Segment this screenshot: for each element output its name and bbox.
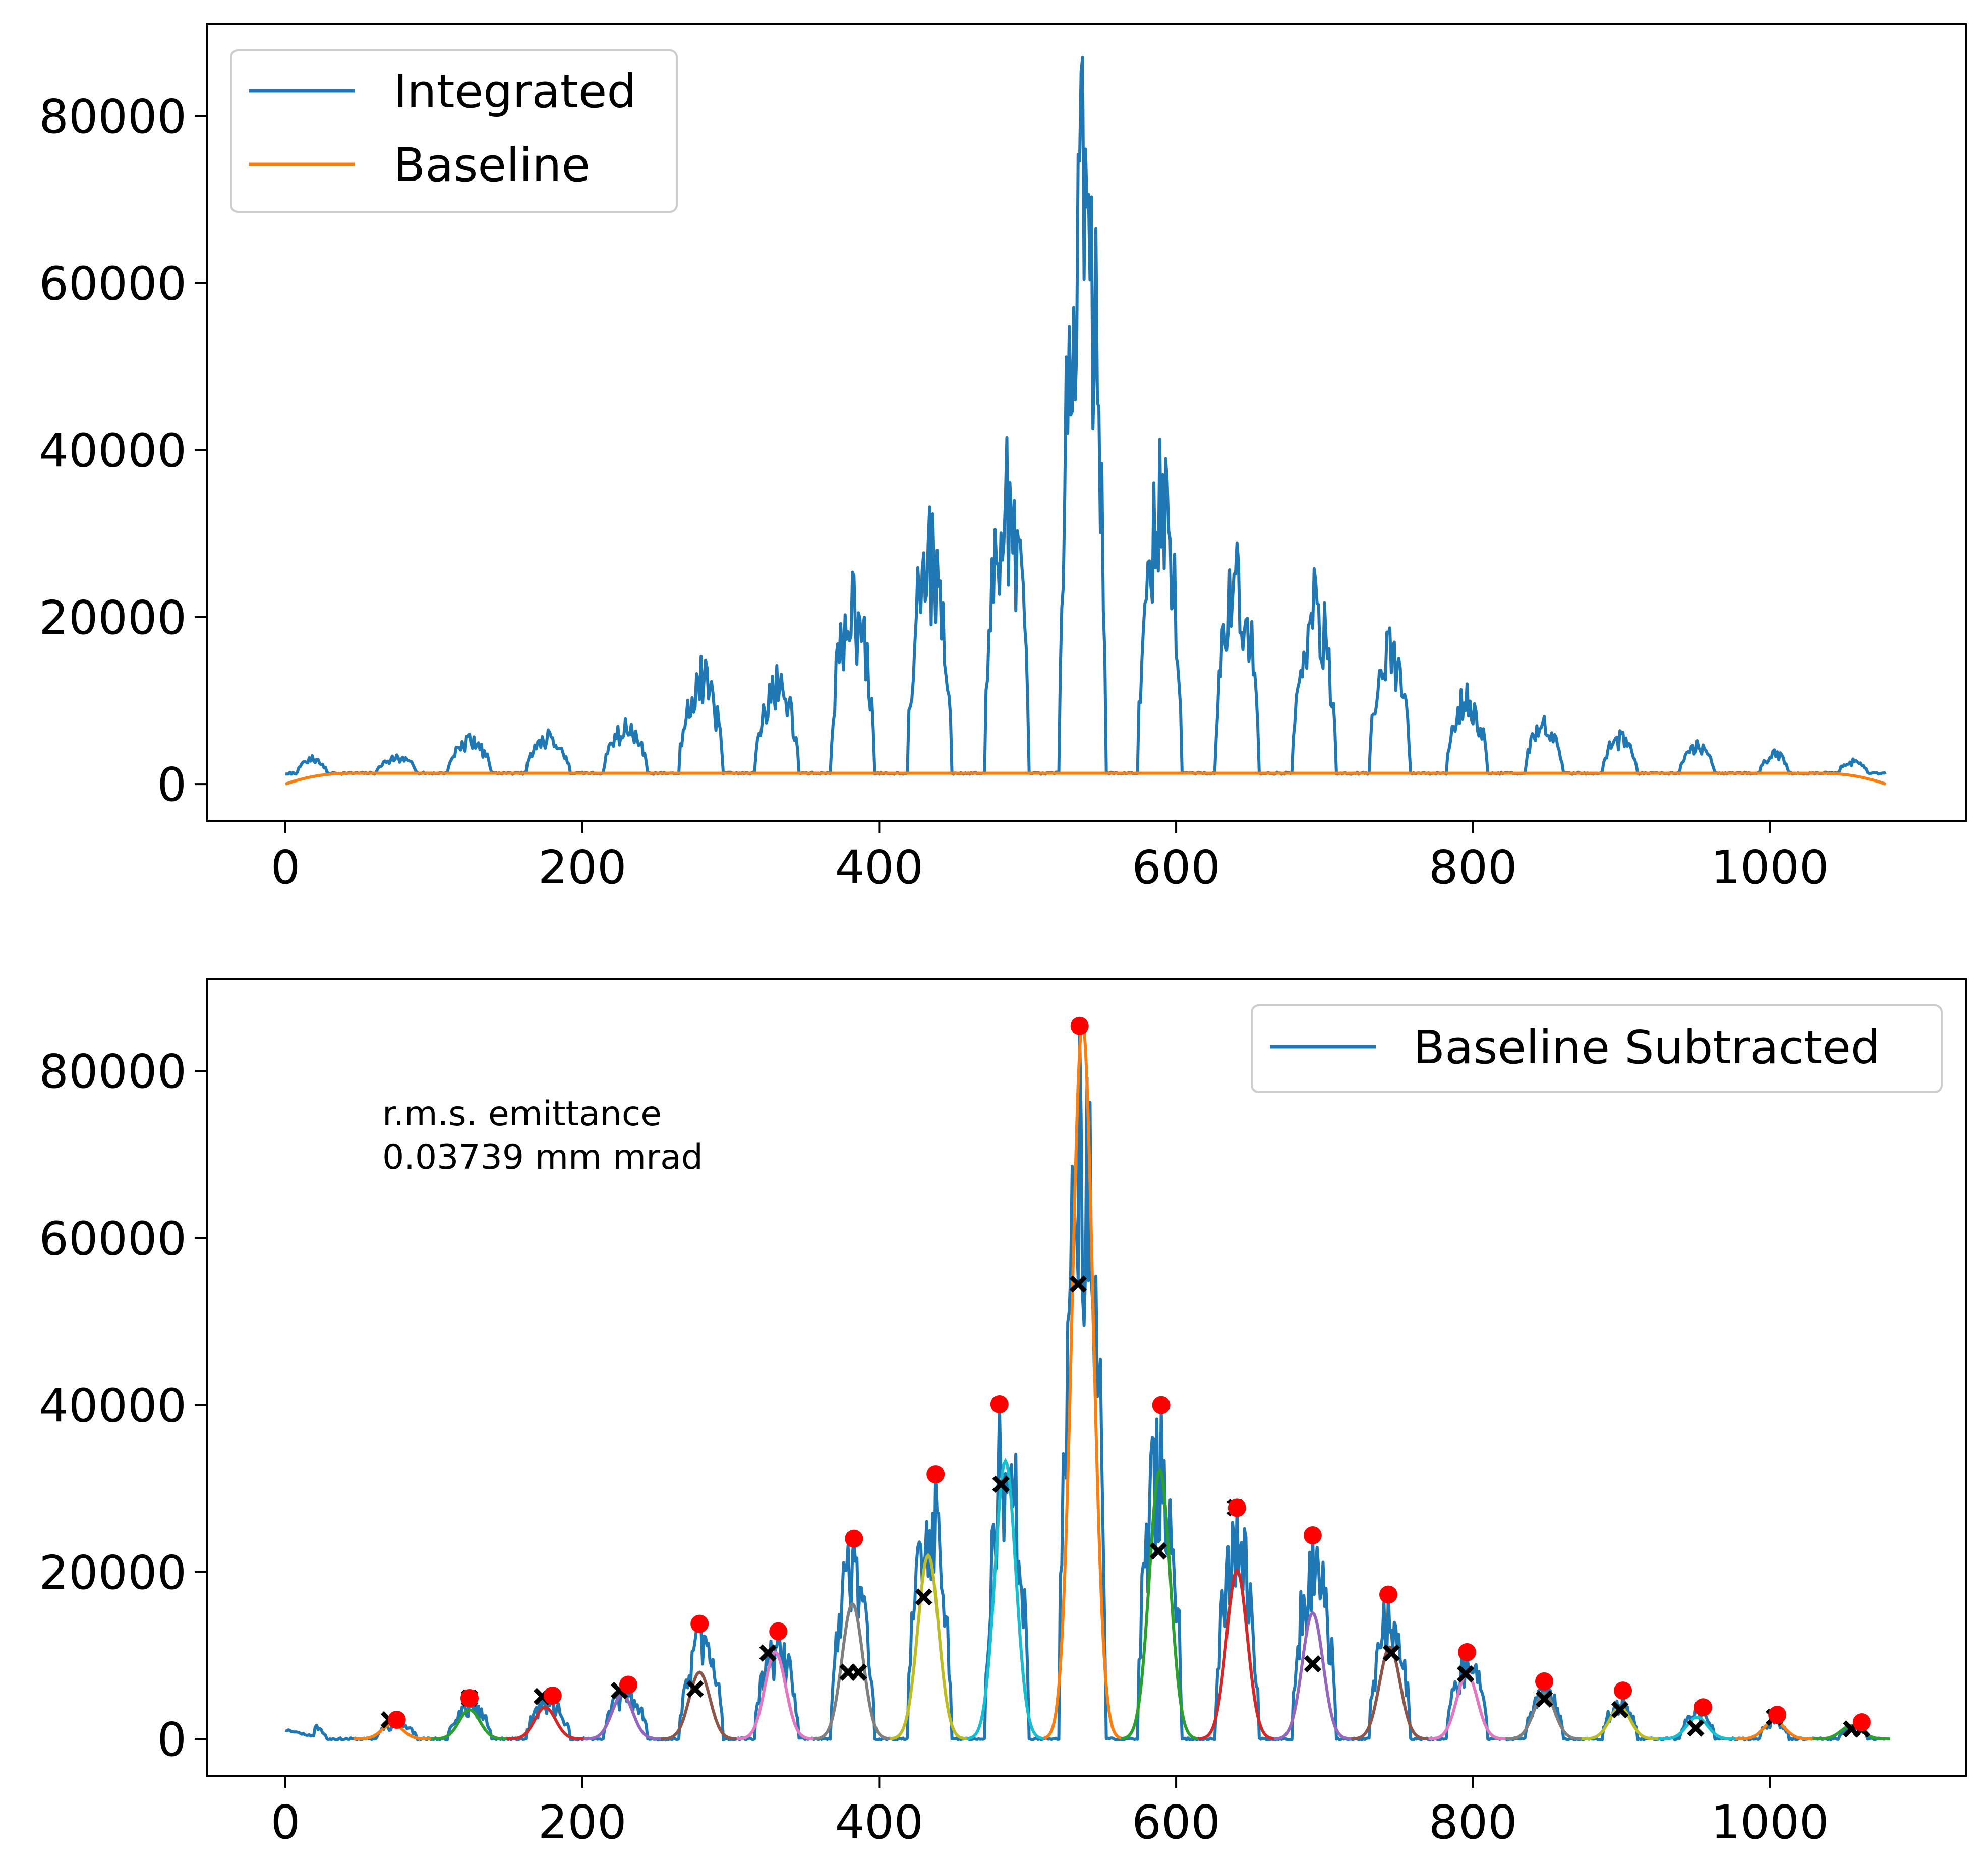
annotation-line-2: 0.03739 mm mrad	[382, 1137, 703, 1177]
valley-marker	[1149, 1542, 1167, 1560]
gaussian-fit-curve	[431, 1708, 508, 1741]
gaussian-fit-curve	[1198, 1568, 1276, 1740]
gaussian-fit-curve	[1351, 1645, 1429, 1740]
peak-marker	[619, 1675, 637, 1694]
top-axes-frame	[206, 23, 1967, 822]
gaussian-fit-curve	[736, 1650, 814, 1740]
gaussian-fit-curve	[506, 1706, 584, 1741]
peak-marker	[1535, 1672, 1554, 1691]
gaussian-fit-curve	[1812, 1724, 1890, 1741]
valley-marker	[849, 1663, 867, 1681]
top-y-tick-label: 60000	[39, 257, 187, 311]
gaussian-fit-curve	[966, 1458, 1044, 1740]
bottom-x-tick-label: 600	[1132, 1795, 1220, 1849]
top-x-tick-label: 200	[538, 840, 627, 894]
peak-marker	[845, 1529, 863, 1548]
gaussian-fit-curve	[813, 1601, 892, 1740]
bottom-y-axis: 0 20000 40000 60000 80000	[39, 1045, 207, 1767]
bottom-y-tick-label: 80000	[39, 1045, 187, 1099]
bottom-y-tick-label: 0	[157, 1713, 187, 1767]
bottom-x-tick-label: 1000	[1711, 1795, 1829, 1849]
top-plot-area	[285, 56, 1887, 786]
bottom-x-tick-label: 800	[1429, 1795, 1517, 1849]
peak-marker	[1457, 1643, 1476, 1661]
gaussian-fit-curve	[1121, 1467, 1199, 1740]
bottom-y-tick-label: 20000	[39, 1546, 187, 1600]
gaussian-fit-curve	[661, 1670, 738, 1740]
top-x-tick-label: 0	[271, 840, 301, 894]
peak-marker	[1852, 1713, 1871, 1732]
valley-marker	[1069, 1275, 1087, 1293]
bottom-y-tick-label: 40000	[39, 1379, 187, 1433]
peak-marker	[690, 1614, 709, 1633]
top-legend: Integrated Baseline	[230, 49, 678, 213]
bottom-x-tick-label: 200	[538, 1795, 627, 1849]
valley-marker	[1535, 1690, 1553, 1708]
emittance-annotation: r.m.s. emittance 0.03739 mm mrad	[382, 1094, 703, 1177]
valley-marker	[1687, 1719, 1705, 1737]
peak-marker	[1070, 1016, 1089, 1035]
peak-marker	[990, 1395, 1009, 1413]
top-y-tick-label: 20000	[39, 591, 187, 645]
top-y-tick-label: 40000	[39, 424, 187, 478]
annotation-line-1: r.m.s. emittance	[382, 1094, 662, 1134]
gaussian-fit-curve	[1274, 1611, 1352, 1740]
peak-marker	[926, 1465, 945, 1484]
bottom-legend-box	[1251, 1004, 1943, 1093]
peak-marker	[1694, 1698, 1713, 1717]
valley-marker	[1456, 1665, 1475, 1683]
top-plot-panel: 0 200 400 600 800 1000 020000400006000080000 …	[39, 23, 1967, 894]
top-x-tick-label: 600	[1132, 840, 1220, 894]
top-y-tick-label: 0	[157, 758, 187, 812]
bottom-plot-panel: 0 200 400 600 800 1000 020000400006000080000 …	[39, 978, 1967, 1849]
valley-marker	[915, 1588, 932, 1606]
legend-label-integrated: Integrated	[393, 65, 636, 118]
top-x-axis: 0 200 400 600 800 1000	[271, 821, 1829, 894]
bottom-x-tick-label: 0	[271, 1795, 301, 1849]
baseline-series-line	[285, 771, 1887, 786]
bottom-axes-frame	[206, 978, 1967, 1777]
peak-marker	[1227, 1498, 1246, 1517]
peak-marker	[1768, 1706, 1787, 1724]
valley-marker	[1611, 1701, 1629, 1719]
legend-label-baseline: Baseline	[393, 138, 590, 192]
bottom-plot-area	[284, 1016, 1890, 1742]
peak-marker	[1152, 1396, 1171, 1414]
valley-marker	[1304, 1655, 1322, 1673]
top-y-axis: 0 20000 40000 60000 80000	[39, 90, 207, 812]
valley-marker	[759, 1644, 777, 1662]
peak-marker	[460, 1689, 479, 1707]
peak-marker	[769, 1622, 788, 1641]
valley-marker	[992, 1475, 1010, 1493]
peak-marker	[387, 1711, 406, 1729]
peak-marker	[1379, 1585, 1397, 1604]
top-x-tick-label: 400	[835, 840, 924, 894]
gaussian-fit-curve	[1658, 1716, 1736, 1741]
gaussian-fit-curve	[889, 1552, 967, 1740]
bottom-x-tick-label: 400	[835, 1795, 924, 1849]
bottom-legend: Baseline Subtracted	[1251, 1004, 1943, 1093]
peak-marker	[543, 1687, 562, 1705]
top-x-tick-label: 1000	[1711, 840, 1829, 894]
bottom-y-tick-label: 60000	[39, 1212, 187, 1266]
gaussian-fit-curve	[1505, 1691, 1583, 1740]
top-y-tick-label: 80000	[39, 90, 187, 144]
valley-marker	[686, 1680, 704, 1698]
peak-marker	[1614, 1681, 1632, 1700]
valley-marker	[1382, 1644, 1400, 1662]
integrated-series-line	[285, 56, 1887, 776]
legend-label-baseline-subtracted: Baseline Subtracted	[1413, 1020, 1880, 1074]
bottom-x-axis: 0 200 400 600 800 1000	[271, 1776, 1829, 1849]
top-x-tick-label: 800	[1429, 840, 1517, 894]
peak-marker	[1303, 1526, 1322, 1545]
